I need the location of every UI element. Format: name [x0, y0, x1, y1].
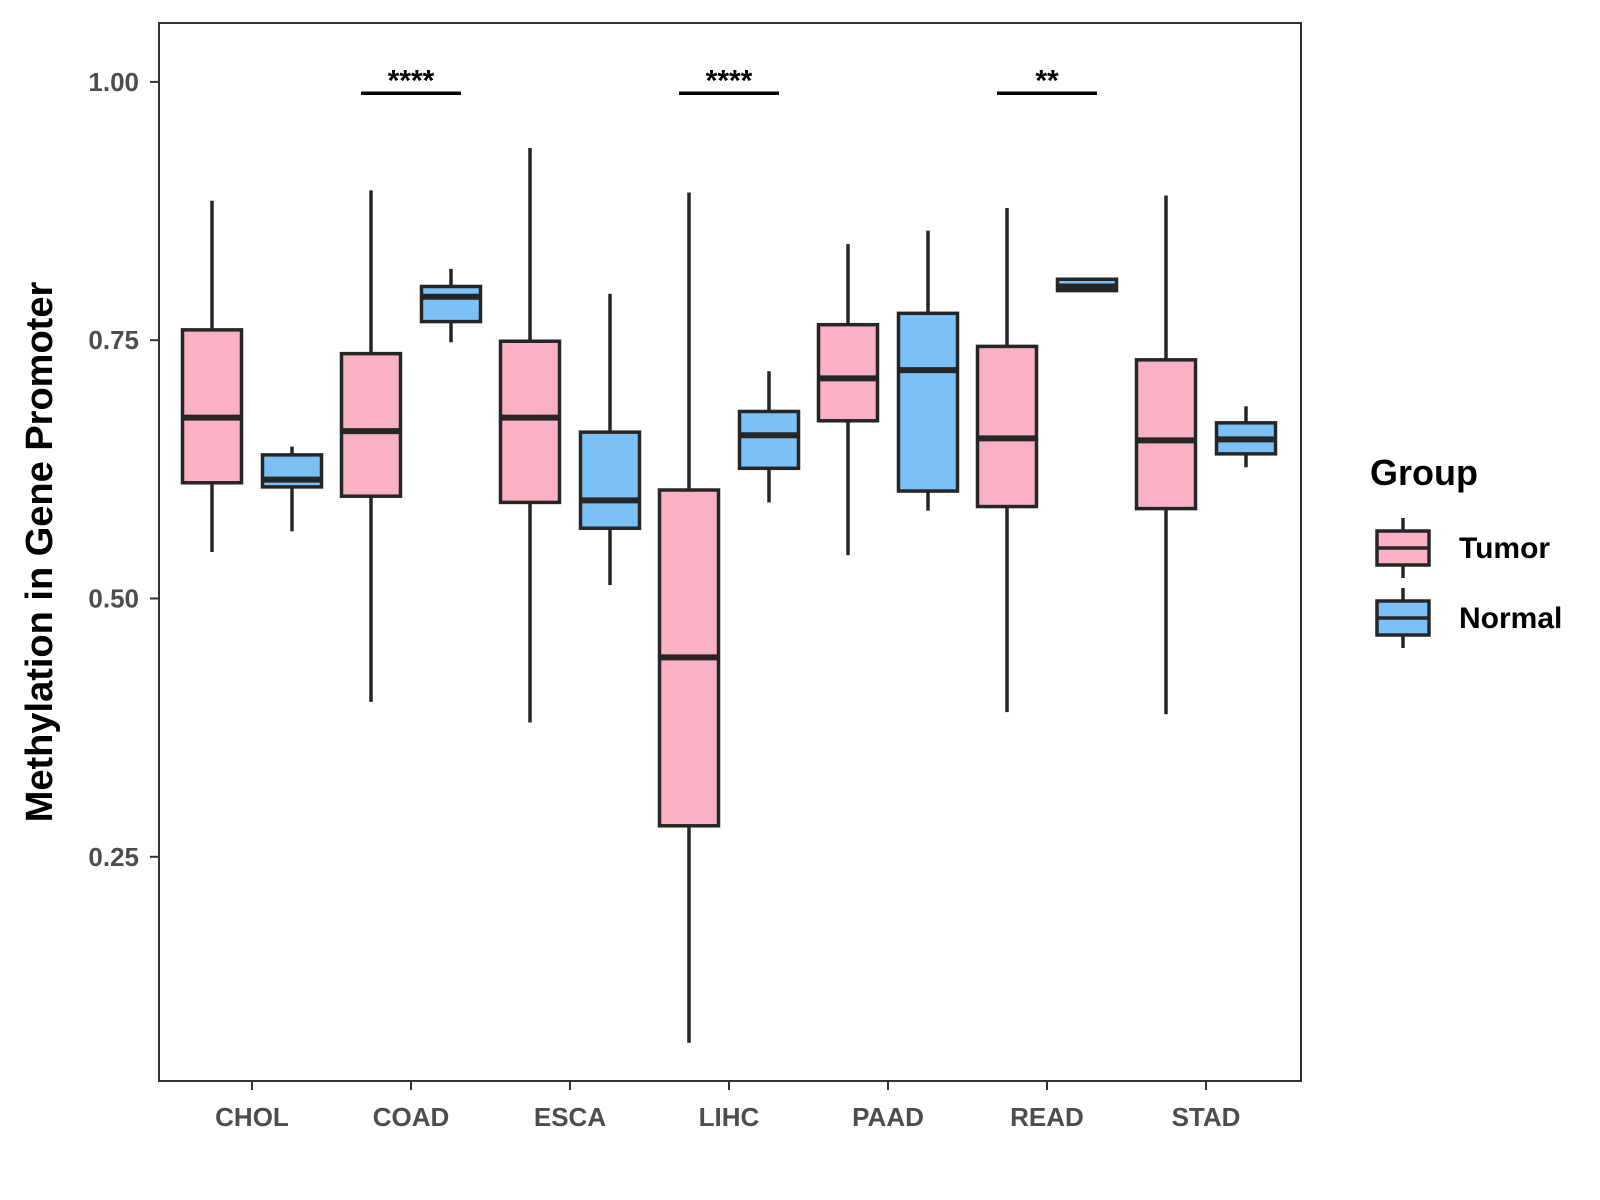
iqr-box — [1134, 358, 1198, 511]
y-axis-title: Methylation in Gene Promoter — [19, 282, 61, 823]
significance-label: **** — [388, 64, 435, 97]
plot-panel — [158, 22, 1302, 1082]
x-tick-label: CHOL — [215, 1102, 289, 1132]
y-axis: 0.25 0.50 0.75 1.00 — [88, 67, 159, 872]
tumor-box-read — [975, 207, 1039, 713]
significance-annotations: **** **** ** — [361, 64, 1097, 97]
iqr-box — [816, 322, 880, 423]
tumor-box-stad — [1134, 195, 1198, 715]
significance-coad: **** — [361, 64, 461, 97]
significance-lihc: **** — [679, 64, 779, 97]
normal-box-chol — [260, 446, 324, 532]
normal-box-paad — [896, 230, 960, 511]
x-tick-label: READ — [1010, 1102, 1084, 1132]
legend-item-tumor: Tumor — [1375, 518, 1550, 578]
normal-box-lihc — [737, 371, 801, 503]
iqr-box — [737, 409, 801, 471]
x-axis: CHOL COAD ESCA LIHC PAAD READ STAD — [215, 1081, 1240, 1132]
iqr-box — [975, 344, 1039, 509]
y-tick-label: 0.50 — [88, 583, 139, 613]
normal-box-coad — [419, 268, 483, 343]
x-tick-label: LIHC — [699, 1102, 760, 1132]
legend: Group Tumor Normal — [1370, 452, 1562, 648]
legend-keys: Tumor Normal — [1375, 518, 1562, 648]
x-tick-label: STAD — [1172, 1102, 1241, 1132]
normal-box-read — [1055, 277, 1119, 293]
iqr-box — [339, 351, 403, 498]
iqr-box — [498, 339, 562, 505]
tumor-box-esca — [498, 148, 562, 723]
x-tick-label: ESCA — [534, 1102, 606, 1132]
x-tick-label: COAD — [373, 1102, 450, 1132]
normal-box-esca — [578, 293, 642, 586]
tumor-box-paad — [816, 244, 880, 556]
significance-read: ** — [997, 64, 1097, 97]
tumor-box-chol — [180, 200, 244, 552]
tumor-box-coad — [339, 190, 403, 702]
legend-label: Tumor — [1459, 532, 1550, 565]
significance-label: **** — [706, 64, 753, 97]
x-tick-label: PAAD — [852, 1102, 924, 1132]
iqr-box — [578, 430, 642, 530]
significance-label: ** — [1035, 64, 1059, 97]
normal-box-stad — [1214, 406, 1278, 468]
iqr-box — [419, 284, 483, 324]
y-tick-label: 0.75 — [88, 325, 139, 355]
box-series — [180, 148, 1278, 1043]
legend-title: Group — [1370, 452, 1478, 493]
iqr-box — [180, 328, 244, 485]
iqr-box — [896, 311, 960, 493]
y-tick-label: 1.00 — [88, 67, 139, 97]
tumor-box-lihc — [657, 192, 721, 1043]
legend-item-normal: Normal — [1375, 588, 1562, 648]
legend-label: Normal — [1459, 602, 1562, 635]
y-tick-label: 0.25 — [88, 842, 139, 872]
